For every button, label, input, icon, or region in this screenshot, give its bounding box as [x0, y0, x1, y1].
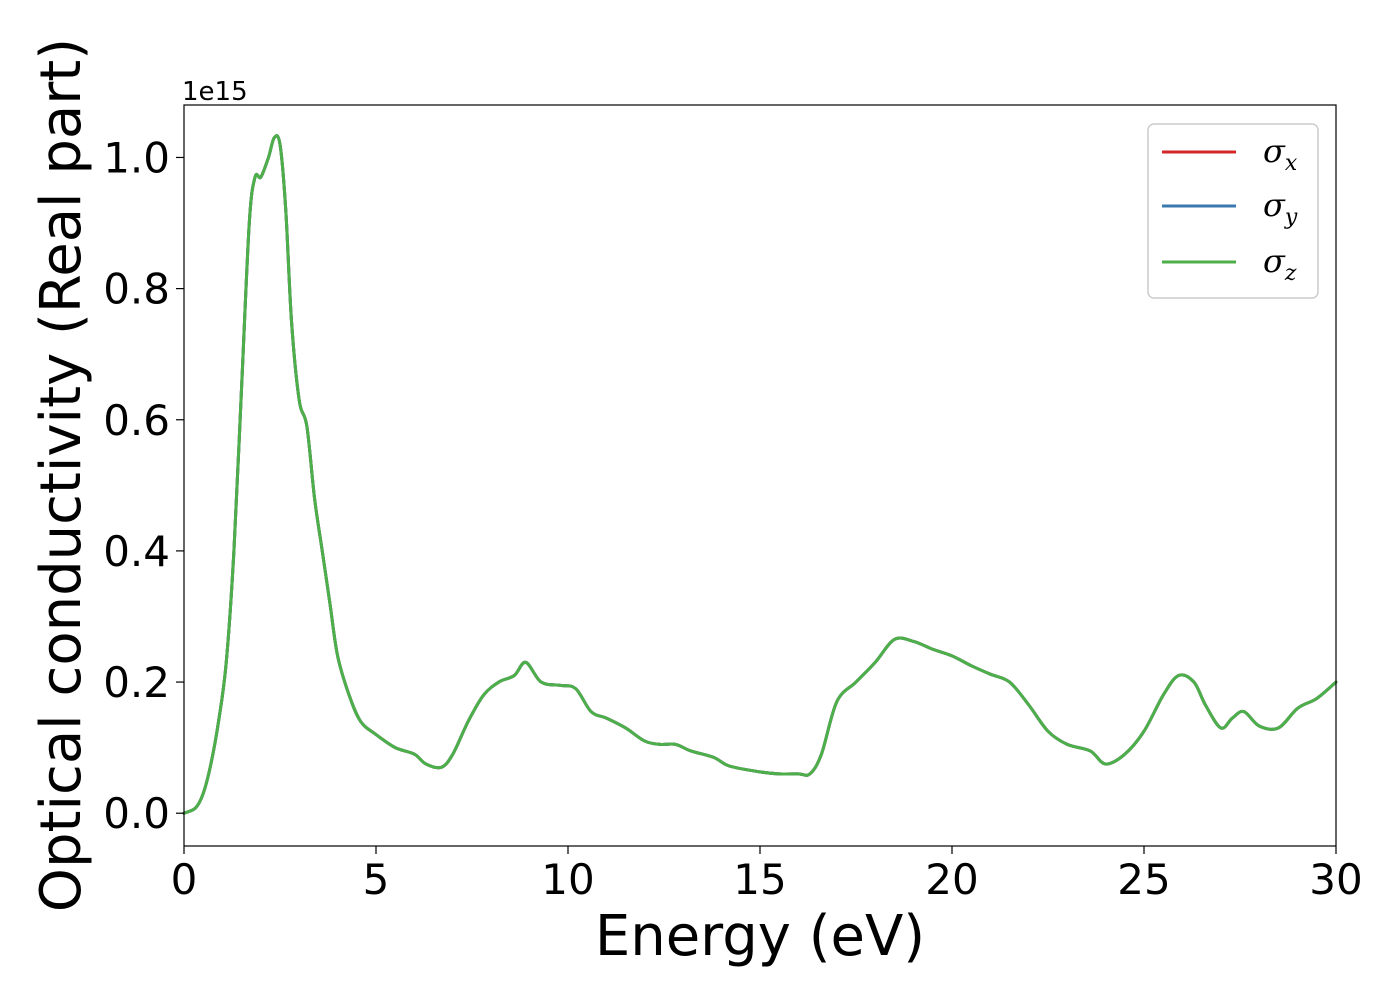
series-line-z: [182, 134, 1338, 815]
x-tick-label: 20: [925, 855, 978, 904]
y-tick-label: 1.0: [103, 133, 170, 182]
x-axis-ticks: 0 5 10 15 20 25 30: [171, 846, 1363, 904]
x-tick-label: 5: [363, 855, 390, 904]
x-tick-label: 15: [733, 855, 786, 904]
legend-box: [1147, 123, 1319, 299]
x-tick-label: 0: [171, 855, 198, 904]
legend-subscript-y: y: [1284, 205, 1298, 230]
x-axis-title: Energy (eV): [595, 904, 925, 969]
legend-subscript-z: z: [1284, 261, 1297, 286]
legend-subscript-x: x: [1285, 151, 1298, 176]
x-tick-label: 25: [1117, 855, 1170, 904]
y-tick-label: 0.8: [103, 265, 170, 314]
series-layer: [182, 134, 1338, 815]
y-offset-label: 1e15: [182, 77, 248, 107]
y-axis-title: Optical conductivity (Real part): [29, 38, 94, 912]
x-tick-label: 10: [541, 855, 594, 904]
y-axis-ticks: 0.0 0.2 0.4 0.6 0.8 1.0: [103, 133, 184, 838]
y-tick-label: 0.2: [103, 658, 170, 707]
x-tick-label: 30: [1309, 855, 1362, 904]
y-tick-label: 0.4: [103, 527, 170, 576]
y-tick-label: 0.6: [103, 396, 170, 445]
y-tick-label: 0.0: [103, 789, 170, 838]
